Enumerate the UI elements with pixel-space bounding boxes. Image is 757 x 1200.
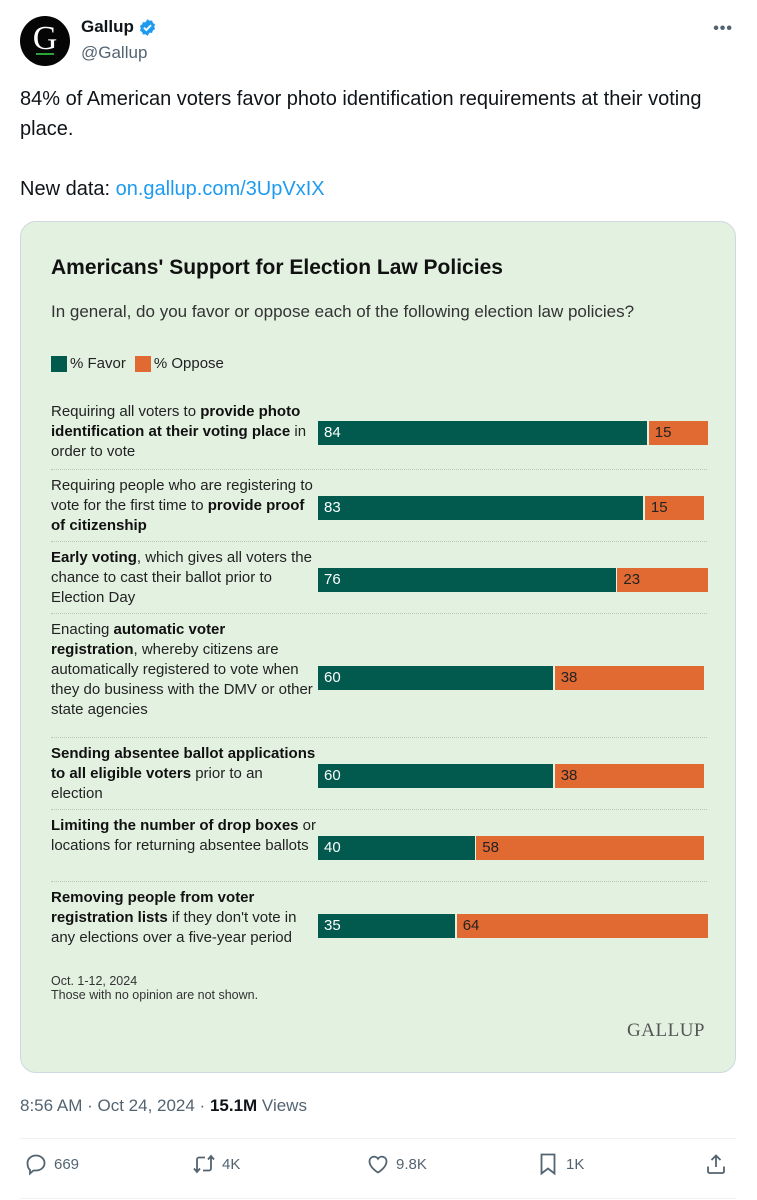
- share-button[interactable]: [704, 1152, 728, 1176]
- bookmark-button[interactable]: 1K: [536, 1152, 584, 1176]
- tweet-link-line: New data: on.gallup.com/3UpVxIX: [20, 174, 735, 204]
- row-label: Removing people from voter registration …: [51, 889, 297, 946]
- divider: [20, 1138, 736, 1139]
- bar-favor: 83: [318, 496, 644, 520]
- chart-row: Sending absentee ballot applications to …: [51, 738, 707, 810]
- chart-row: Requiring people who are registering to …: [51, 470, 707, 542]
- chart-row: Early voting, which gives all voters the…: [51, 542, 708, 614]
- verified-badge-icon: [139, 18, 155, 36]
- bar-oppose: 23: [617, 568, 708, 592]
- chart-image-card[interactable]: Americans' Support for Election Law Poli…: [20, 221, 736, 1073]
- meta-sep: ·: [82, 1096, 98, 1115]
- share-icon: [707, 1154, 725, 1174]
- footnote-date: Oct. 1-12, 2024: [51, 974, 138, 988]
- tweet-date[interactable]: Oct 24, 2024: [97, 1096, 195, 1115]
- meta-sep: ·: [194, 1096, 210, 1115]
- bar-favor: 76: [318, 568, 616, 592]
- chart-footnote: Oct. 1-12, 2024 Those with no opinion ar…: [51, 974, 258, 1002]
- chart-row: Limiting the number of drop boxes or loc…: [51, 810, 707, 882]
- row-label: Requiring people who are registering to …: [51, 477, 313, 534]
- avatar[interactable]: G: [20, 16, 70, 66]
- legend-swatch-oppose: [134, 355, 151, 372]
- bar-oppose: 58: [476, 836, 704, 860]
- chart-rows: Requiring all voters to provide photo id…: [51, 400, 708, 966]
- action-bar: 669 4K 9.8K 1K: [20, 1152, 736, 1188]
- chart-legend: % Favor % Oppose: [51, 355, 233, 372]
- reply-count: 669: [54, 1155, 80, 1173]
- link-prefix: New data:: [20, 178, 116, 200]
- bar-favor: 60: [318, 666, 554, 690]
- bar-favor: 60: [318, 764, 554, 788]
- repost-count: 4K: [222, 1155, 241, 1173]
- legend-swatch-favor: [51, 355, 67, 372]
- repost-icon: [193, 1154, 215, 1174]
- legend-label-favor: % Favor: [70, 355, 126, 372]
- tweet-text: 84% of American voters favor photo ident…: [20, 84, 735, 204]
- bar-favor: 35: [318, 914, 456, 938]
- chart-title: Americans' Support for Election Law Poli…: [51, 256, 503, 279]
- footnote-note: Those with no opinion are not shown.: [51, 988, 259, 1002]
- avatar-underline: [36, 53, 54, 55]
- reply-icon: [26, 1154, 46, 1176]
- like-count: 9.8K: [396, 1155, 427, 1173]
- bookmark-count: 1K: [566, 1155, 585, 1173]
- legend-item-oppose: % Oppose: [134, 355, 224, 372]
- tweet-body: 84% of American voters favor photo ident…: [20, 88, 702, 140]
- chart-subtitle: In general, do you favor or oppose each …: [51, 302, 635, 321]
- heart-icon: [368, 1155, 388, 1174]
- bar-favor: 40: [318, 836, 475, 860]
- tweet-time[interactable]: 8:56 AM: [20, 1096, 83, 1115]
- reply-button[interactable]: 669: [24, 1152, 79, 1176]
- bookmark-icon: [540, 1153, 556, 1176]
- bar-oppose: 38: [554, 666, 704, 690]
- divider: [20, 1198, 736, 1199]
- bar-favor: 84: [318, 421, 648, 445]
- tweet-header: G Gallup @Gallup •••: [20, 16, 737, 68]
- chart-row: Enacting automatic voter registration, w…: [51, 614, 707, 738]
- legend-label-oppose: % Oppose: [153, 355, 224, 372]
- legend-item-favor: % Favor: [51, 355, 126, 372]
- tweet-link[interactable]: on.gallup.com/3UpVxIX: [115, 178, 325, 200]
- row-label: Limiting the number of drop boxes or loc…: [51, 817, 317, 854]
- views-label: Views: [257, 1096, 307, 1115]
- gallup-logo: GALLUP: [627, 1020, 705, 1041]
- account-handle[interactable]: @Gallup: [81, 43, 148, 62]
- bar-oppose: 15: [648, 421, 708, 445]
- chart-row: Requiring all voters to provide photo id…: [51, 400, 708, 470]
- row-label: Early voting, which gives all voters the…: [51, 549, 312, 606]
- like-button[interactable]: 9.8K: [366, 1152, 427, 1176]
- name-row: Gallup: [81, 17, 157, 37]
- row-label: Sending absentee ballot applications to …: [51, 745, 316, 802]
- avatar-letter: G: [32, 20, 58, 57]
- row-label: Requiring all voters to provide photo id…: [51, 403, 307, 460]
- chart-row: Removing people from voter registration …: [51, 882, 708, 966]
- views-count: 15.1M: [209, 1096, 258, 1115]
- repost-button[interactable]: 4K: [192, 1152, 240, 1176]
- more-options-icon[interactable]: •••: [713, 20, 733, 37]
- bar-oppose: 15: [644, 496, 704, 520]
- row-label: Enacting automatic voter registration, w…: [51, 621, 313, 718]
- account-name[interactable]: Gallup: [81, 17, 134, 36]
- bar-oppose: 38: [554, 764, 704, 788]
- tweet-meta: 8:56 AM · Oct 24, 2024 · 15.1M Views: [20, 1096, 307, 1116]
- bar-oppose: 64: [456, 914, 708, 938]
